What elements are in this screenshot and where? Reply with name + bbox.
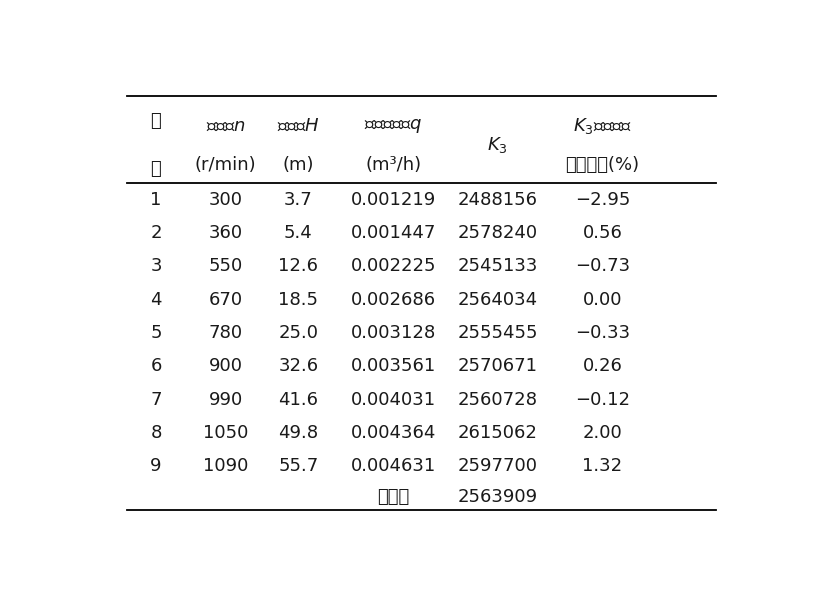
Text: 41.6: 41.6 xyxy=(279,391,319,409)
Text: 0.004364: 0.004364 xyxy=(350,424,436,442)
Text: 2564034: 2564034 xyxy=(458,291,538,309)
Text: 780: 780 xyxy=(208,324,243,342)
Text: 25.0: 25.0 xyxy=(279,324,319,342)
Text: 0.004631: 0.004631 xyxy=(350,457,436,476)
Text: (r/min): (r/min) xyxy=(194,156,257,174)
Text: (m³/h): (m³/h) xyxy=(365,156,422,174)
Text: −0.33: −0.33 xyxy=(575,324,630,342)
Text: 7: 7 xyxy=(150,391,162,409)
Text: 9: 9 xyxy=(150,457,162,476)
Text: −0.73: −0.73 xyxy=(575,257,630,275)
Text: 300: 300 xyxy=(208,191,243,209)
Text: $K_3$和平均值: $K_3$和平均值 xyxy=(573,116,632,136)
Text: 0.003128: 0.003128 xyxy=(350,324,436,342)
Text: 平均値: 平均値 xyxy=(377,487,409,506)
Text: 2597700: 2597700 xyxy=(458,457,538,476)
Text: −0.12: −0.12 xyxy=(575,391,630,409)
Text: 32.6: 32.6 xyxy=(279,358,319,375)
Text: 3.7: 3.7 xyxy=(284,191,313,209)
Text: 1090: 1090 xyxy=(203,457,248,476)
Text: 2.00: 2.00 xyxy=(583,424,623,442)
Text: 4: 4 xyxy=(150,291,162,309)
Text: 6: 6 xyxy=(150,358,162,375)
Text: 0.002686: 0.002686 xyxy=(350,291,436,309)
Text: 0.00: 0.00 xyxy=(583,291,622,309)
Text: 1.32: 1.32 xyxy=(583,457,623,476)
Text: 900: 900 xyxy=(208,358,243,375)
Text: 2563909: 2563909 xyxy=(458,487,538,506)
Text: 2570671: 2570671 xyxy=(458,358,538,375)
Text: 12.6: 12.6 xyxy=(279,257,319,275)
Text: 360: 360 xyxy=(208,224,243,242)
Text: 55.7: 55.7 xyxy=(279,457,319,476)
Text: (m): (m) xyxy=(283,156,315,174)
Text: 5: 5 xyxy=(150,324,162,342)
Text: 49.8: 49.8 xyxy=(279,424,319,442)
Text: 旁路管流量$q$: 旁路管流量$q$ xyxy=(364,117,422,135)
Text: 0.26: 0.26 xyxy=(583,358,623,375)
Text: 0.001447: 0.001447 xyxy=(350,224,436,242)
Text: 号: 号 xyxy=(150,160,161,178)
Text: 670: 670 xyxy=(208,291,243,309)
Text: 18.5: 18.5 xyxy=(279,291,319,309)
Text: 8: 8 xyxy=(150,424,162,442)
Text: 2560728: 2560728 xyxy=(458,391,538,409)
Text: 990: 990 xyxy=(208,391,243,409)
Text: 2545133: 2545133 xyxy=(458,257,538,275)
Text: 0.004031: 0.004031 xyxy=(350,391,436,409)
Text: 2615062: 2615062 xyxy=(458,424,538,442)
Text: 2555455: 2555455 xyxy=(458,324,538,342)
Text: 泵扬程$H$: 泵扬程$H$ xyxy=(277,117,319,135)
Text: 1050: 1050 xyxy=(203,424,248,442)
Text: 0.001219: 0.001219 xyxy=(350,191,436,209)
Text: 2488156: 2488156 xyxy=(458,191,538,209)
Text: 0.002225: 0.002225 xyxy=(350,257,436,275)
Text: 2578240: 2578240 xyxy=(458,224,538,242)
Text: 相对误差(%): 相对误差(%) xyxy=(565,156,640,174)
Text: $K_3$: $K_3$ xyxy=(488,135,508,155)
Text: 3: 3 xyxy=(150,257,162,275)
Text: 泵转速$n$: 泵转速$n$ xyxy=(206,117,245,135)
Text: 序: 序 xyxy=(150,113,161,130)
Text: 1: 1 xyxy=(150,191,162,209)
Text: 5.4: 5.4 xyxy=(284,224,313,242)
Text: 550: 550 xyxy=(208,257,243,275)
Text: −2.95: −2.95 xyxy=(574,191,630,209)
Text: 2: 2 xyxy=(150,224,162,242)
Text: 0.003561: 0.003561 xyxy=(350,358,436,375)
Text: 0.56: 0.56 xyxy=(583,224,623,242)
